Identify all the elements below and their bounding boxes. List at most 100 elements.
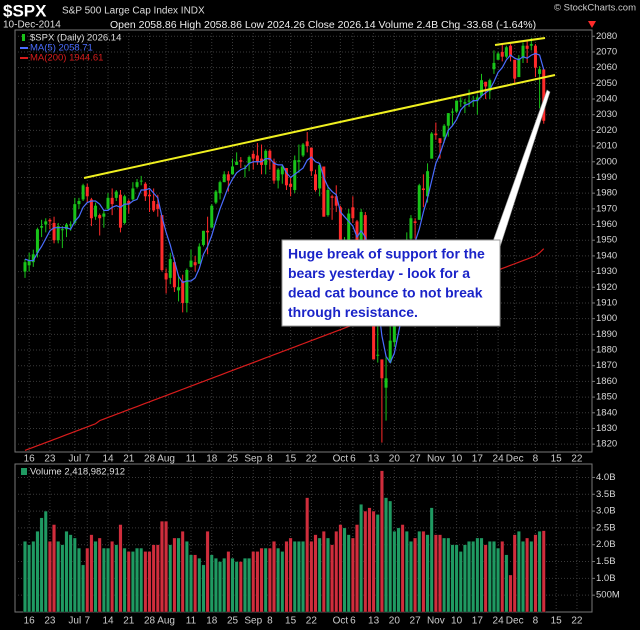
y-tick-label: 500M bbox=[596, 590, 620, 601]
x-tick-label: 11 bbox=[186, 616, 197, 627]
candle-body bbox=[314, 174, 317, 191]
candle-body bbox=[351, 207, 355, 219]
candle-body bbox=[421, 188, 425, 191]
annotation: Huge break of support for the bbox=[288, 246, 485, 262]
x-tick-label: 7 bbox=[84, 454, 90, 465]
x-tick-label: 24 bbox=[493, 616, 505, 627]
volume-bar bbox=[102, 547, 106, 613]
volume-bar bbox=[479, 537, 484, 613]
x-tick-label: 15 bbox=[285, 616, 297, 627]
volume-bar bbox=[305, 497, 310, 613]
candle-body bbox=[434, 133, 438, 136]
volume-bar bbox=[89, 534, 94, 613]
candle-body bbox=[280, 166, 284, 175]
volume-bar bbox=[438, 534, 442, 613]
x-tick-label: 15 bbox=[551, 454, 563, 465]
candle-body bbox=[326, 190, 330, 216]
candle-body bbox=[388, 340, 392, 363]
volume-bar bbox=[238, 561, 243, 613]
symbol: $SPX bbox=[3, 1, 47, 20]
candle-body bbox=[284, 168, 288, 186]
volume-bar bbox=[541, 530, 546, 613]
volume-bar bbox=[309, 541, 314, 613]
candle-body bbox=[480, 80, 483, 96]
volume-bar bbox=[326, 537, 330, 613]
candle-body bbox=[392, 312, 396, 343]
x-tick-label: 10 bbox=[451, 616, 463, 627]
legend-entry: MA(200) 1944.61 bbox=[30, 53, 103, 64]
x-tick-label: 15 bbox=[551, 616, 563, 627]
volume-bar bbox=[346, 534, 351, 613]
volume-bar bbox=[184, 541, 189, 613]
volume-bar bbox=[155, 544, 160, 613]
x-tick-label: 8 bbox=[267, 454, 273, 465]
candle-body bbox=[160, 215, 164, 271]
volume-bar bbox=[433, 534, 438, 613]
volume-bar bbox=[60, 544, 65, 613]
x-tick-label: Dec bbox=[506, 454, 524, 465]
volume-bar bbox=[164, 521, 168, 613]
volume-bar bbox=[168, 544, 173, 613]
y-tick-label: 1990 bbox=[596, 172, 617, 183]
candle-body bbox=[538, 69, 542, 74]
volume-bar bbox=[85, 547, 90, 613]
y-tick-label: 1970 bbox=[596, 203, 617, 214]
volume-bar bbox=[425, 534, 430, 613]
candle-body bbox=[384, 378, 388, 388]
x-tick-label: 8 bbox=[533, 616, 539, 627]
candle-body bbox=[106, 197, 110, 209]
candle-body bbox=[509, 45, 513, 57]
candle-body bbox=[529, 44, 533, 46]
candle-body bbox=[201, 230, 205, 245]
candle-body bbox=[409, 218, 413, 239]
candle-body bbox=[500, 51, 504, 57]
x-tick-label: 11 bbox=[186, 454, 197, 465]
candle-body bbox=[467, 100, 471, 102]
legend-swatch bbox=[21, 468, 27, 475]
candle-body bbox=[172, 262, 176, 288]
mark-layer bbox=[23, 37, 546, 613]
candle-body bbox=[102, 213, 106, 217]
candle-body bbox=[517, 58, 521, 78]
volume-bar bbox=[48, 541, 52, 613]
volume-bar bbox=[483, 544, 488, 613]
y-tick-label: 1890 bbox=[596, 329, 617, 340]
candle-body bbox=[488, 80, 492, 92]
candle-body bbox=[193, 262, 197, 266]
candle-body bbox=[35, 229, 39, 253]
candle-body bbox=[127, 200, 131, 205]
candle-body bbox=[73, 204, 77, 223]
panel-title: Volume 2,418,982,912 bbox=[30, 467, 125, 478]
x-tick-label: 22 bbox=[306, 454, 318, 465]
volume-bar bbox=[367, 507, 372, 613]
x-tick-label: Dec bbox=[506, 616, 524, 627]
candle-body bbox=[164, 273, 168, 280]
candle-body bbox=[525, 45, 529, 49]
x-tick-label: 25 bbox=[227, 616, 239, 627]
candle-body bbox=[231, 166, 234, 175]
credit: © StockCharts.com bbox=[554, 3, 636, 14]
candle-body bbox=[235, 161, 239, 165]
volume-bar bbox=[375, 514, 380, 613]
candle-body bbox=[305, 141, 309, 147]
candle-body bbox=[417, 185, 421, 220]
volume-bar bbox=[429, 507, 434, 613]
volume-bar bbox=[230, 558, 235, 613]
volume-bar bbox=[64, 531, 69, 613]
volume-bar bbox=[467, 541, 471, 613]
volume-bar bbox=[267, 547, 272, 613]
y-tick-label: 2050 bbox=[596, 78, 617, 89]
index-name: S&P 500 Large Cap Index INDX bbox=[62, 6, 205, 17]
candle-body bbox=[94, 205, 98, 217]
legend-swatch bbox=[22, 34, 25, 41]
y-tick-label: 2080 bbox=[596, 31, 617, 42]
candle-body bbox=[301, 144, 305, 156]
candle-body bbox=[222, 174, 226, 183]
x-tick-label: 23 bbox=[44, 616, 56, 627]
candle-body bbox=[463, 102, 467, 104]
volume-bar bbox=[126, 551, 131, 613]
volume-bar bbox=[139, 547, 144, 613]
candle-body bbox=[442, 125, 446, 137]
volume-bar bbox=[43, 510, 48, 613]
